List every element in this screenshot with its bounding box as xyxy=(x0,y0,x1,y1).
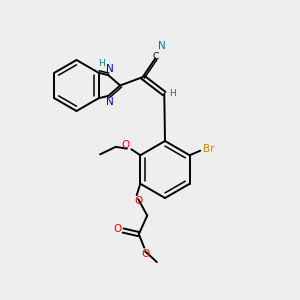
Text: H: H xyxy=(169,89,176,98)
Text: O: O xyxy=(122,140,130,150)
Text: O: O xyxy=(134,196,142,206)
Text: N: N xyxy=(106,64,113,74)
Text: C: C xyxy=(152,52,158,61)
Text: N: N xyxy=(158,41,166,51)
Text: N: N xyxy=(106,98,113,107)
Text: O: O xyxy=(142,249,150,259)
Text: H: H xyxy=(98,59,105,68)
Text: Br: Br xyxy=(202,144,214,154)
Text: O: O xyxy=(113,224,121,234)
